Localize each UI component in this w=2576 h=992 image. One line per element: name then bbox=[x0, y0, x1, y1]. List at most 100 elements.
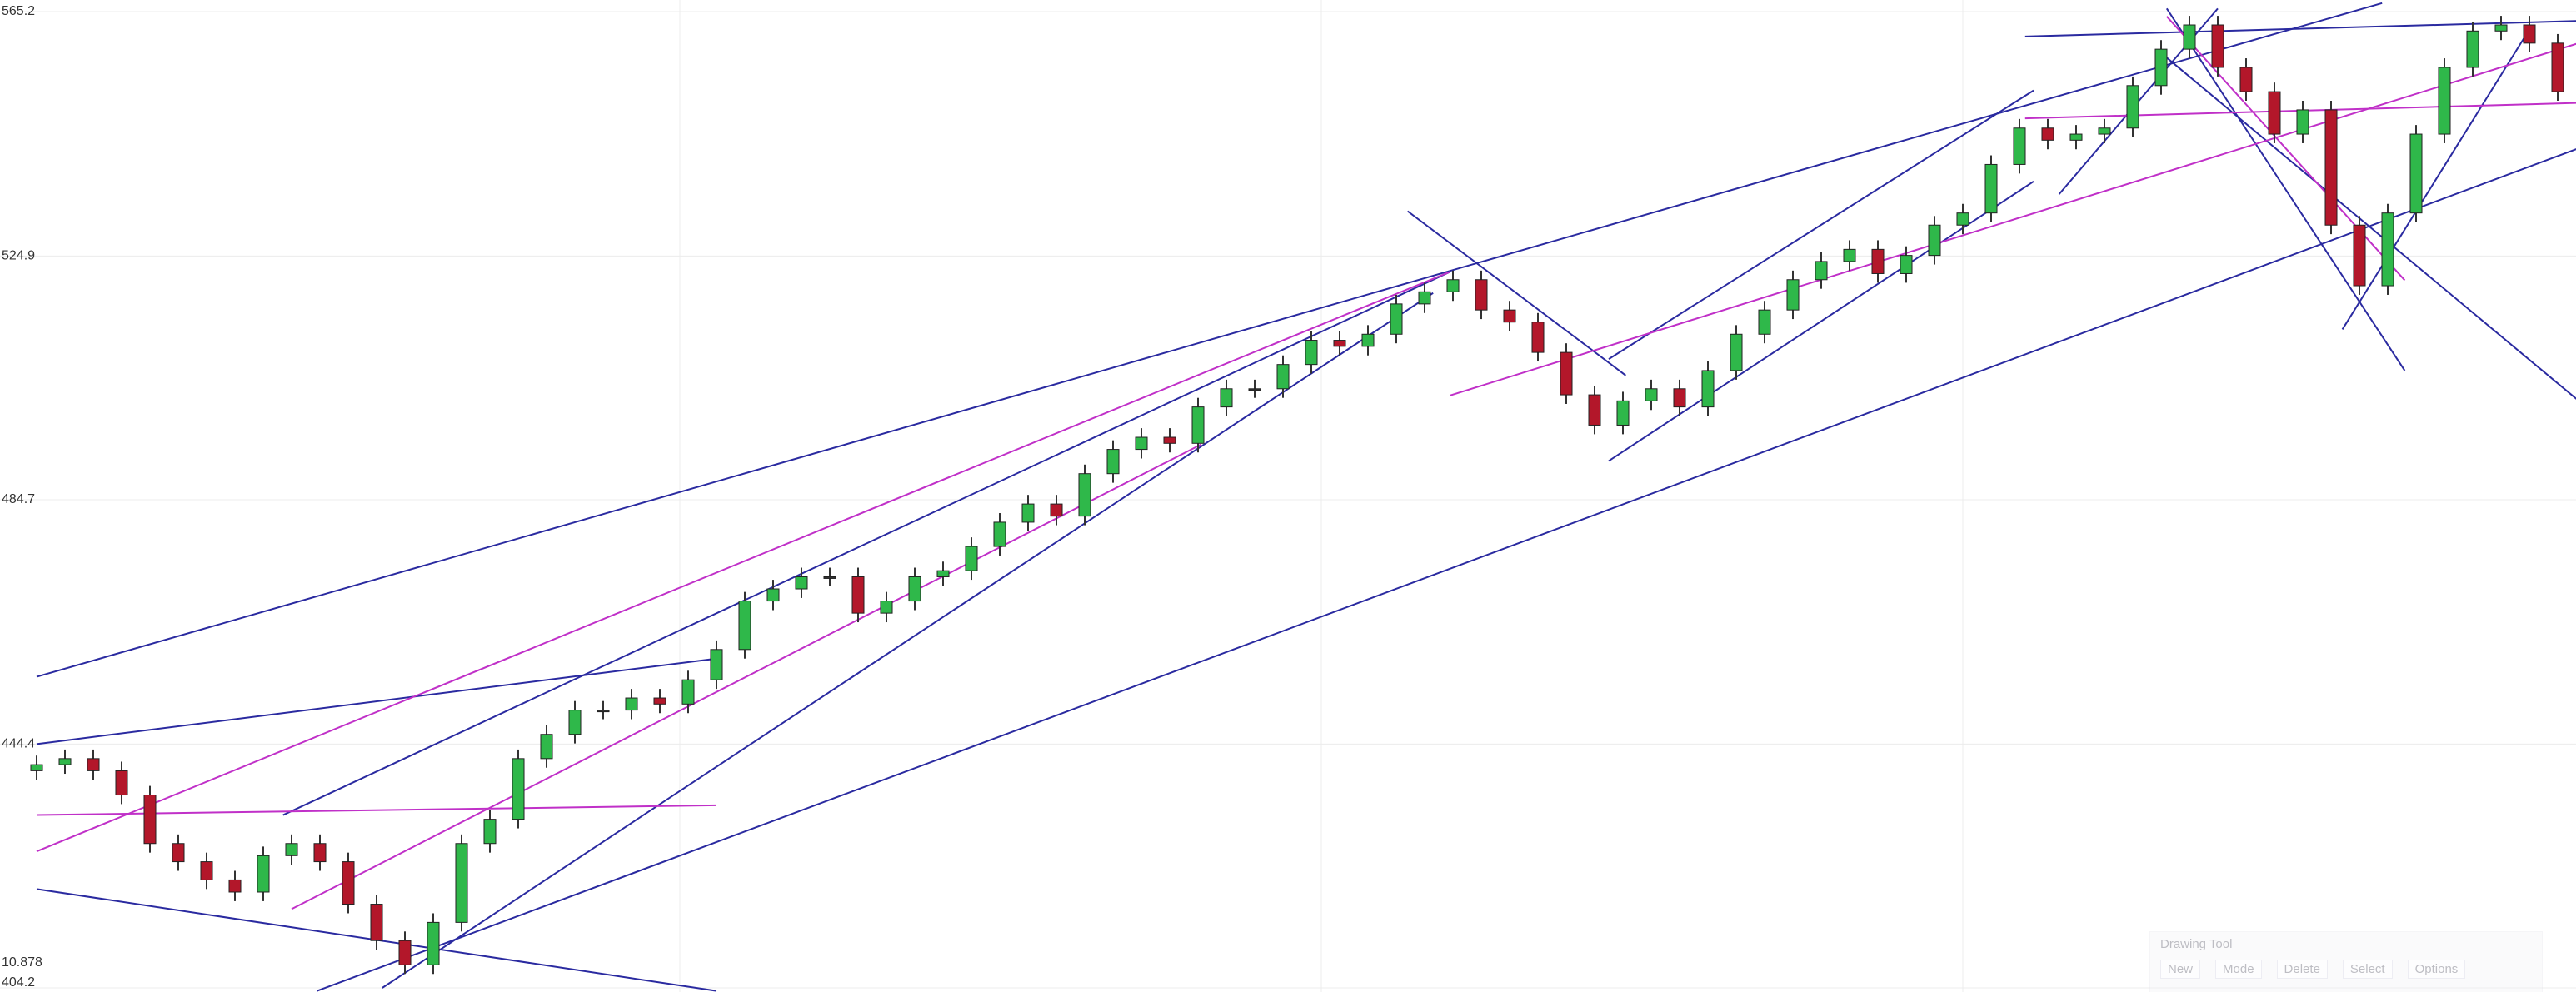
candle-body bbox=[342, 861, 355, 905]
tool-button[interactable]: New bbox=[2160, 960, 2201, 979]
candle-body bbox=[1050, 503, 1063, 517]
candle-body bbox=[200, 861, 213, 880]
candle-body bbox=[143, 795, 157, 845]
candle-body bbox=[1531, 322, 1545, 353]
candle-body bbox=[653, 697, 666, 705]
candle-body bbox=[257, 855, 270, 893]
candle-body bbox=[58, 758, 72, 765]
trend-line bbox=[1450, 42, 2576, 396]
candle-body bbox=[880, 601, 893, 614]
trend-line bbox=[1406, 210, 1627, 376]
candle-body bbox=[2013, 127, 2026, 165]
candle-body bbox=[1475, 279, 1488, 311]
tool-button[interactable]: Select bbox=[2342, 960, 2393, 979]
candle-body bbox=[1276, 364, 1290, 390]
candle-body bbox=[795, 576, 808, 590]
candle-body bbox=[2438, 67, 2451, 135]
candle-body bbox=[313, 843, 327, 863]
candle-body bbox=[965, 546, 978, 571]
toolbar: New Mode Delete Select Options bbox=[2150, 956, 2542, 982]
candle-body bbox=[1418, 291, 1431, 305]
candle-body bbox=[285, 843, 298, 856]
candle-body bbox=[2324, 109, 2338, 226]
tool-button[interactable]: Options bbox=[2407, 960, 2466, 979]
candles bbox=[30, 16, 2564, 975]
y-tick-label: 444.4 bbox=[2, 737, 35, 751]
candle-body bbox=[710, 649, 723, 680]
candle-body bbox=[2268, 91, 2281, 135]
candle-body bbox=[1984, 163, 1998, 214]
tool-button[interactable]: Mode bbox=[2215, 960, 2262, 979]
candle-body bbox=[2154, 48, 2168, 87]
candle-body bbox=[1673, 388, 1686, 408]
candle-body bbox=[936, 570, 950, 577]
candle-body bbox=[597, 710, 610, 713]
grid bbox=[0, 11, 2576, 989]
candle-body bbox=[2041, 127, 2054, 141]
candle-body bbox=[1900, 255, 1913, 274]
candle-body bbox=[2551, 42, 2564, 92]
trend-lines bbox=[36, 2, 2576, 992]
trend-line bbox=[382, 292, 1434, 989]
candle-body bbox=[1956, 212, 1969, 226]
candle-body bbox=[2466, 30, 2479, 68]
candle-body bbox=[2494, 24, 2508, 32]
candle-body bbox=[540, 734, 553, 760]
candle-body bbox=[1078, 473, 1091, 517]
candle-body bbox=[1248, 388, 1261, 391]
candle-body bbox=[30, 764, 43, 771]
candle-body bbox=[228, 879, 242, 893]
candle-body bbox=[1446, 279, 1460, 292]
candle-body bbox=[370, 904, 383, 941]
candle-body bbox=[568, 710, 582, 735]
trend-line bbox=[36, 2, 2383, 678]
candle-body bbox=[2183, 24, 2196, 50]
candle-body bbox=[1701, 370, 1715, 408]
candle-body bbox=[2126, 85, 2139, 129]
tool-button[interactable]: Delete bbox=[2276, 960, 2328, 979]
candle-body bbox=[455, 843, 468, 923]
y-tick-label: 484.7 bbox=[2, 492, 35, 506]
trend-line bbox=[36, 271, 1450, 853]
candle-body bbox=[1815, 261, 1828, 281]
candle-body bbox=[851, 576, 865, 614]
candle-body bbox=[1220, 388, 1233, 408]
candle-body bbox=[115, 770, 128, 796]
candle-body bbox=[1191, 406, 1205, 444]
candle-body bbox=[1786, 279, 1800, 311]
trend-line bbox=[36, 657, 717, 745]
candle-body bbox=[2296, 109, 2309, 135]
candle-body bbox=[1871, 248, 1885, 274]
candle-body bbox=[1361, 333, 1375, 347]
candle-body bbox=[908, 576, 921, 602]
candle-body bbox=[512, 758, 525, 820]
candle-body bbox=[1616, 400, 1630, 426]
candle-body bbox=[2211, 24, 2224, 68]
trend-line bbox=[282, 271, 1451, 816]
candle-body bbox=[1588, 394, 1601, 426]
candle-body bbox=[1503, 309, 1516, 323]
candle-body bbox=[823, 576, 836, 579]
candle-body bbox=[625, 697, 638, 711]
candle-body bbox=[2239, 67, 2253, 92]
axis-labels: 565.2 524.9 484.7 444.4 404.2 bbox=[2, 4, 35, 990]
candle-body bbox=[1560, 351, 1573, 396]
candle-body bbox=[1730, 333, 1743, 371]
candle-body bbox=[2069, 133, 2083, 141]
candle-body bbox=[2523, 24, 2536, 44]
window-title: Drawing Tool bbox=[2160, 937, 2233, 951]
trend-line bbox=[2024, 102, 2576, 120]
candle-body bbox=[738, 601, 751, 651]
candle-body bbox=[483, 819, 497, 845]
trend-line bbox=[2341, 24, 2534, 330]
candle-body bbox=[1135, 436, 1148, 451]
candle-body bbox=[1843, 248, 1856, 262]
cursor-label: 10.878 bbox=[2, 955, 42, 970]
trend-line bbox=[317, 148, 2576, 992]
y-tick-label: 565.2 bbox=[2, 4, 35, 18]
trend-line bbox=[2166, 16, 2406, 282]
candle-body bbox=[1305, 340, 1318, 366]
candle-body bbox=[87, 758, 100, 771]
drawing-tool-window: Drawing Tool New Mode Delete Select Options bbox=[2149, 931, 2543, 992]
